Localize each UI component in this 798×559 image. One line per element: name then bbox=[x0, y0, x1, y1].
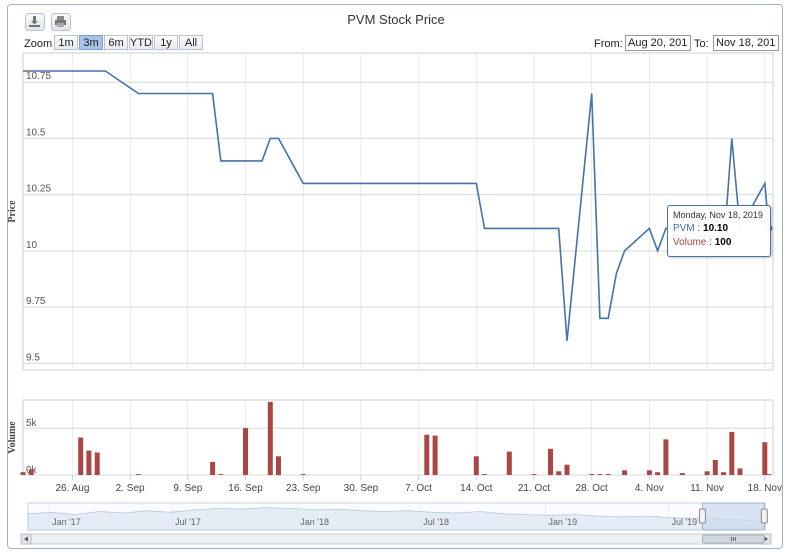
volume-bar bbox=[737, 468, 743, 475]
chart-container: PVM Stock Price Zoom 1m 3m 6m YTD 1y All… bbox=[7, 4, 783, 549]
volume-bar bbox=[243, 428, 248, 475]
x-tick-label: 18. Nov bbox=[748, 483, 782, 494]
volume-bar bbox=[86, 450, 92, 475]
volume-bar bbox=[655, 472, 661, 475]
volume-bar bbox=[589, 474, 595, 475]
print-button[interactable] bbox=[51, 13, 71, 31]
x-tick-label: 4. Nov bbox=[635, 483, 664, 494]
volume-bar bbox=[605, 474, 611, 475]
x-tick-label: 2. Sep bbox=[116, 483, 145, 494]
price-y-tick-label: 10.75 bbox=[26, 71, 51, 82]
price-y-tick-label: 10.25 bbox=[26, 184, 51, 195]
volume-bar bbox=[548, 448, 553, 476]
navigator-tick-label: Jul '19 bbox=[671, 517, 697, 527]
tooltip-price-value: 10.10 bbox=[703, 223, 729, 234]
volume-bar bbox=[766, 474, 772, 475]
zoom-1y-button[interactable]: 1y bbox=[154, 35, 178, 50]
volume-bar bbox=[424, 434, 430, 475]
volume-plot-area bbox=[22, 399, 774, 476]
scrollbar-track bbox=[20, 533, 772, 545]
zoom-3m-button[interactable]: 3m bbox=[79, 35, 103, 50]
download-icon bbox=[29, 16, 40, 27]
tooltip: Monday, Nov 18, 2019 PVM : 10.10 Volume … bbox=[667, 205, 771, 257]
volume-bar bbox=[218, 474, 224, 475]
price-y-tick-label: 10 bbox=[26, 240, 38, 251]
chart-title: PVM Stock Price bbox=[347, 12, 445, 27]
price-series-line bbox=[23, 70, 770, 341]
x-tick-label: 28. Oct bbox=[576, 483, 608, 494]
volume-y-tick-label: 5k bbox=[26, 418, 38, 429]
price-axis-label: Price bbox=[8, 200, 18, 223]
x-tick-label: 21. Oct bbox=[518, 483, 550, 494]
volume-bar bbox=[721, 472, 726, 475]
navigator-right-handle bbox=[760, 508, 768, 524]
volume-bar bbox=[506, 451, 512, 475]
volume-bar bbox=[432, 435, 438, 475]
x-tick-label: 9. Sep bbox=[173, 483, 202, 494]
zoom-6m-button[interactable]: 6m bbox=[104, 35, 128, 50]
x-tick-label: 11. Nov bbox=[690, 483, 724, 494]
to-date-input[interactable] bbox=[713, 35, 779, 51]
navigator-tick-label: Jul '17 bbox=[175, 517, 201, 527]
volume-bar bbox=[482, 474, 487, 475]
volume-bar bbox=[135, 474, 141, 475]
from-label: From: bbox=[594, 38, 623, 50]
price-y-tick-label: 9.5 bbox=[26, 352, 40, 363]
x-tick-label: 30. Sep bbox=[344, 483, 379, 494]
volume-bar bbox=[473, 456, 479, 476]
volume-bar bbox=[704, 471, 710, 476]
tooltip-volume-label: Volume bbox=[673, 237, 707, 248]
volume-bar bbox=[300, 474, 306, 475]
x-tick-label: 16. Sep bbox=[228, 483, 263, 494]
tooltip-date: Monday, Nov 18, 2019 bbox=[673, 210, 763, 220]
volume-bar bbox=[712, 460, 718, 475]
scroll-left-arrow-icon bbox=[24, 536, 28, 542]
scroll-right-arrow-icon bbox=[764, 536, 768, 542]
volume-bar bbox=[531, 474, 537, 475]
volume-bar bbox=[679, 473, 685, 475]
volume-bar bbox=[267, 401, 273, 475]
zoom-ytd-button[interactable]: YTD bbox=[129, 35, 153, 50]
price-y-tick-label: 10.5 bbox=[26, 127, 46, 138]
navigator-tick-label: Jan '17 bbox=[52, 517, 81, 527]
x-tick-label: 14. Oct bbox=[460, 483, 492, 494]
volume-bar bbox=[94, 452, 100, 475]
stock-chart[interactable]: 9.59.751010.2510.510.75Price0k5kVolume26… bbox=[8, 5, 784, 550]
volume-bar bbox=[564, 464, 570, 475]
x-tick-label: 23. Sep bbox=[286, 483, 321, 494]
volume-bar bbox=[663, 439, 669, 475]
x-tick-label: 26. Aug bbox=[55, 483, 89, 494]
volume-bar bbox=[28, 469, 34, 475]
navigator-tick-label: Jan '19 bbox=[548, 517, 577, 527]
download-button[interactable] bbox=[25, 13, 45, 31]
volume-bar bbox=[646, 470, 652, 475]
volume-bar bbox=[597, 474, 603, 475]
volume-bar bbox=[20, 472, 26, 475]
print-icon bbox=[55, 16, 66, 27]
zoom-all-button[interactable]: All bbox=[179, 35, 203, 50]
volume-bar bbox=[210, 461, 216, 475]
price-y-tick-label: 9.75 bbox=[26, 296, 46, 307]
volume-bar bbox=[762, 442, 768, 475]
volume-bar bbox=[276, 456, 281, 476]
zoom-label: Zoom bbox=[24, 38, 53, 50]
volume-bar bbox=[556, 471, 562, 476]
x-tick-label: 7. Oct bbox=[405, 483, 432, 494]
volume-bar bbox=[729, 431, 735, 475]
zoom-1m-button[interactable]: 1m bbox=[54, 35, 78, 50]
from-date-input[interactable] bbox=[625, 35, 691, 51]
volume-bar bbox=[78, 437, 84, 475]
navigator-tick-label: Jan '18 bbox=[300, 517, 329, 527]
to-label: To: bbox=[694, 38, 709, 50]
volume-bar bbox=[622, 470, 628, 475]
volume-axis-label: Volume bbox=[8, 421, 18, 454]
navigator-selected-range bbox=[701, 502, 765, 531]
tooltip-price-label: PVM bbox=[673, 223, 695, 234]
price-plot-area bbox=[22, 52, 774, 371]
navigator-left-handle bbox=[698, 508, 706, 524]
tooltip-volume-value: 100 bbox=[714, 237, 732, 248]
navigator-history-area bbox=[27, 507, 766, 531]
navigator-tick-label: Jul '18 bbox=[423, 517, 449, 527]
